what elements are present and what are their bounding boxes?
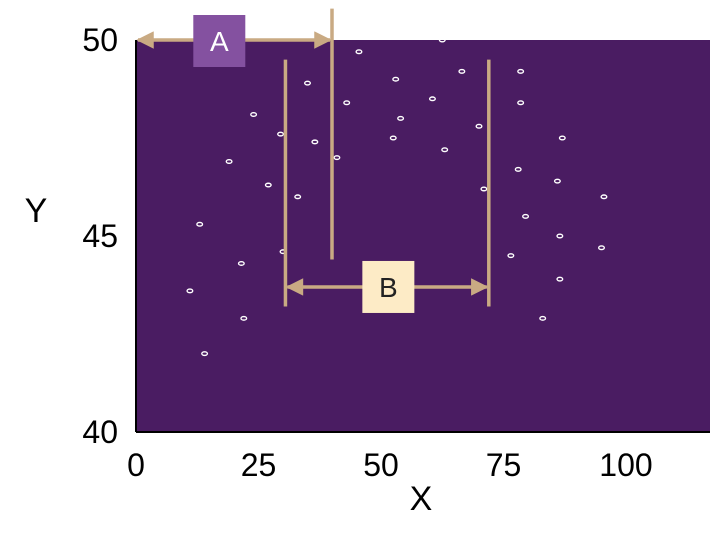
data-point [237,260,245,266]
data-point [522,213,530,219]
data-point [392,76,400,82]
data-point [553,178,561,184]
data-point [225,159,233,165]
data-point [389,135,397,141]
data-point [517,100,525,106]
annotation-layer: AB [136,8,491,313]
data-point [294,194,302,200]
y-tick-label: 45 [82,218,118,254]
data-point [558,135,566,141]
x-tick-label: 100 [599,447,652,483]
y-axis-title: Y [25,192,48,230]
data-point [277,131,285,137]
bracket-b: B [283,59,491,313]
bracket-a: A [136,8,334,260]
data-point [514,166,522,172]
data-point [539,315,547,321]
data-point [517,68,525,74]
x-tick-label: 25 [241,447,277,483]
data-point [475,123,483,129]
data-point [397,115,405,121]
data-point [598,245,606,251]
data-point [264,182,272,188]
x-axis-title: X [410,480,433,518]
data-point [201,351,209,357]
data-point [333,155,341,161]
data-point [343,100,351,106]
data-point [556,233,564,239]
y-tick-label: 50 [82,22,118,58]
data-point [441,147,449,153]
x-tick-label: 50 [363,447,399,483]
tick-labels: 0 25 50 75 100 40 45 50 [82,22,652,483]
bracket-label: B [379,272,398,303]
bracket-label-box [362,260,415,313]
data-point [480,186,488,192]
data-point [311,139,319,145]
data-point [507,253,515,259]
data-point [186,288,194,294]
data-point [240,315,248,321]
data-point [428,96,436,102]
data-point [250,111,258,117]
y-tick-label: 40 [82,414,118,450]
x-tick-label: 0 [127,447,145,483]
data-point [458,68,466,74]
data-point [600,194,608,200]
bracket-label: A [210,26,229,57]
plot-area [136,40,710,432]
axes-layer [135,40,710,433]
data-point [304,80,312,86]
data-point [438,37,446,43]
data-point [556,276,564,282]
bracket-label-box [193,15,246,67]
data-point [196,221,204,227]
data-point [355,49,363,55]
x-tick-label: 75 [486,447,522,483]
